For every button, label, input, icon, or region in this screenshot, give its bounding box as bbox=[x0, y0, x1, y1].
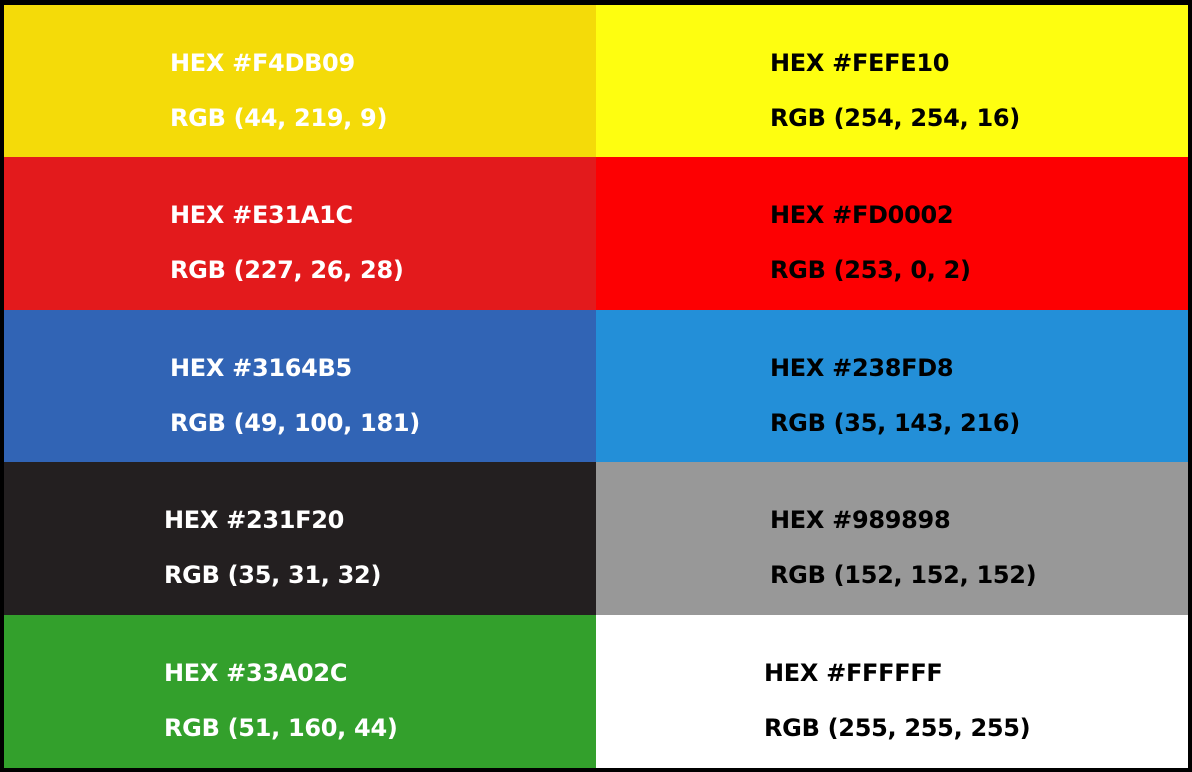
swatch-black-231f20: HEX #231F20 RGB (35, 31, 32) bbox=[4, 462, 596, 615]
swatch-red-fd0002: HEX #FD0002 RGB (253, 0, 2) bbox=[596, 157, 1188, 310]
rgb-label: RGB (152, 152, 152) bbox=[770, 561, 1037, 589]
hex-label: HEX #231F20 bbox=[164, 506, 345, 534]
hex-label: HEX #238FD8 bbox=[770, 354, 954, 382]
swatch-yellow-fefe10: HEX #FEFE10 RGB (254, 254, 16) bbox=[596, 5, 1188, 157]
swatch-blue-238fd8: HEX #238FD8 RGB (35, 143, 216) bbox=[596, 310, 1188, 462]
hex-label: HEX #FD0002 bbox=[770, 201, 954, 229]
rgb-label: RGB (44, 219, 9) bbox=[170, 104, 388, 132]
rgb-label: RGB (49, 100, 181) bbox=[170, 409, 420, 437]
swatch-yellow-f4db09: HEX #F4DB09 RGB (44, 219, 9) bbox=[4, 5, 596, 157]
hex-label: HEX #33A02C bbox=[164, 659, 348, 687]
hex-label: HEX #F4DB09 bbox=[170, 49, 355, 77]
rgb-label: RGB (254, 254, 16) bbox=[770, 104, 1020, 132]
rgb-label: RGB (227, 26, 28) bbox=[170, 256, 404, 284]
rgb-label: RGB (35, 143, 216) bbox=[770, 409, 1020, 437]
rgb-label: RGB (255, 255, 255) bbox=[764, 714, 1031, 742]
swatch-green-33a02c: HEX #33A02C RGB (51, 160, 44) bbox=[4, 615, 596, 768]
swatch-white-ffffff: HEX #FFFFFF RGB (255, 255, 255) bbox=[596, 615, 1188, 768]
swatch-blue-3164b5: HEX #3164B5 RGB (49, 100, 181) bbox=[4, 310, 596, 462]
rgb-label: RGB (51, 160, 44) bbox=[164, 714, 398, 742]
hex-label: HEX #E31A1C bbox=[170, 201, 353, 229]
rgb-label: RGB (35, 31, 32) bbox=[164, 561, 382, 589]
swatch-gray-989898: HEX #989898 RGB (152, 152, 152) bbox=[596, 462, 1188, 615]
hex-label: HEX #FFFFFF bbox=[764, 659, 943, 687]
hex-label: HEX #3164B5 bbox=[170, 354, 352, 382]
color-palette: HEX #F4DB09 RGB (44, 219, 9) HEX #FEFE10… bbox=[4, 5, 1188, 768]
hex-label: HEX #FEFE10 bbox=[770, 49, 950, 77]
rgb-label: RGB (253, 0, 2) bbox=[770, 256, 971, 284]
swatch-red-e31a1c: HEX #E31A1C RGB (227, 26, 28) bbox=[4, 157, 596, 310]
hex-label: HEX #989898 bbox=[770, 506, 951, 534]
